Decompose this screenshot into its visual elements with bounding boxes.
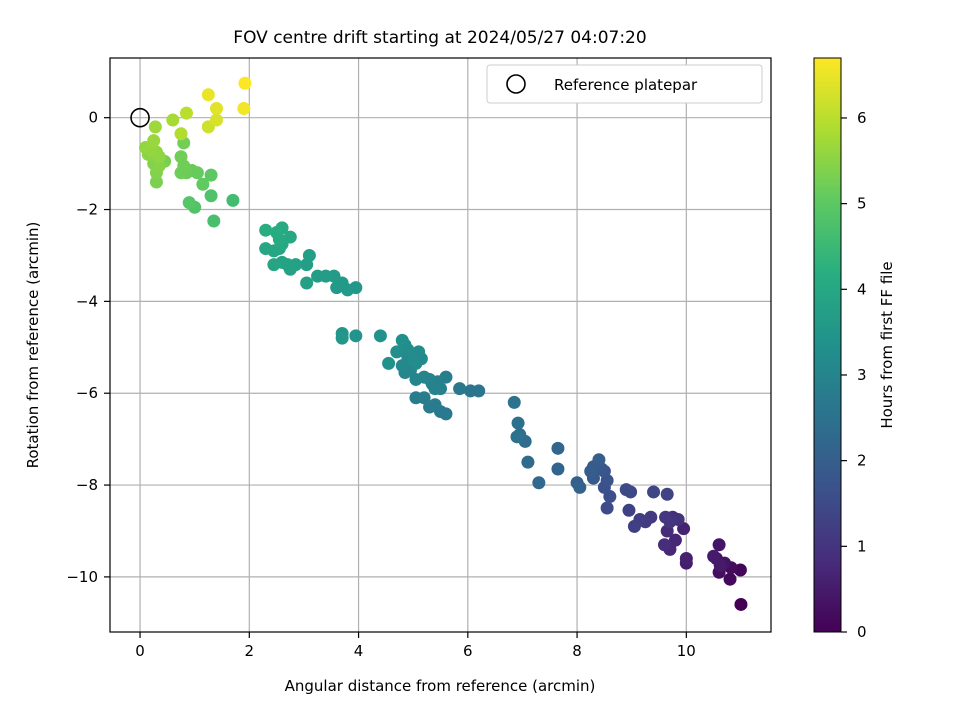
y-tick-label: −8 (76, 476, 98, 494)
colorbar-tick-label: 4 (857, 280, 867, 298)
data-point (734, 597, 748, 611)
data-point (647, 485, 661, 499)
data-point (201, 88, 215, 102)
colorbar-tick-label: 5 (857, 195, 867, 213)
data-point (152, 159, 166, 173)
data-point (283, 230, 297, 244)
colorbar: 0 1 2 3 4 5 6 Hours from first FF file (813, 57, 896, 641)
y-tick-label: −6 (76, 384, 98, 402)
x-tick-label: 2 (245, 642, 255, 660)
y-tick-label: −2 (76, 201, 98, 219)
data-point (406, 354, 420, 368)
data-point (382, 356, 396, 370)
x-tick-label: 6 (463, 642, 473, 660)
x-tick-label: 10 (677, 642, 696, 660)
data-point (395, 333, 409, 347)
x-axis-label: Angular distance from reference (arcmin) (285, 677, 596, 695)
colorbar-label: Hours from first FF file (878, 261, 896, 428)
data-point (657, 538, 671, 552)
data-point (226, 193, 240, 207)
data-point (511, 416, 525, 430)
data-point (532, 476, 546, 490)
data-point (311, 269, 325, 283)
data-point (210, 102, 224, 116)
colorbar-tick-label: 3 (857, 366, 867, 384)
colorbar-tick-label: 0 (857, 623, 867, 641)
data-point (300, 276, 314, 290)
data-point (204, 168, 218, 182)
data-point (521, 455, 535, 469)
legend-label-reference-platepar: Reference platepar (554, 76, 698, 94)
colorbar-tick-label: 2 (857, 452, 867, 470)
reference-platepar-marker (130, 107, 150, 128)
y-tick-label: −10 (66, 568, 98, 586)
plot-area-frame (109, 57, 772, 633)
data-point (259, 242, 273, 256)
y-axis: 0 −2 −4 −6 −8 −10 (66, 109, 110, 586)
data-point (179, 106, 193, 120)
data-point (584, 464, 598, 478)
data-point (428, 382, 442, 396)
data-point (166, 113, 180, 127)
x-tick-label: 8 (572, 642, 582, 660)
data-point (713, 558, 727, 572)
y-tick-label: 0 (88, 109, 98, 127)
data-point (210, 113, 224, 127)
legend-open-circle-icon (506, 74, 526, 94)
data-point (207, 214, 221, 228)
data-point (712, 538, 726, 552)
x-tick-label: 4 (354, 642, 364, 660)
chart-title: FOV centre drift starting at 2024/05/27 … (233, 28, 646, 48)
y-axis-label: Rotation from reference (arcmin) (24, 222, 42, 469)
data-point (270, 225, 284, 239)
data-point (300, 258, 314, 272)
data-point (238, 76, 252, 90)
data-point (174, 150, 188, 164)
data-point (373, 329, 387, 343)
data-point (679, 552, 693, 566)
legend: Reference platepar (486, 64, 763, 104)
data-point (390, 345, 404, 359)
colorbar-tick-label: 1 (857, 537, 867, 555)
data-point (573, 480, 587, 494)
data-point (335, 331, 349, 345)
data-point (592, 453, 606, 467)
data-point (409, 391, 423, 405)
y-tick-label: −4 (76, 292, 98, 310)
data-point (600, 501, 614, 515)
x-axis: 0 2 4 6 8 10 (135, 632, 696, 660)
data-point (707, 549, 721, 563)
data-point (627, 519, 641, 533)
data-point (507, 395, 521, 409)
data-point (551, 462, 565, 476)
data-point (204, 189, 218, 203)
data-point (148, 120, 162, 134)
data-point (464, 384, 478, 398)
data-point (659, 510, 673, 524)
data-point (510, 430, 524, 444)
data-point (453, 382, 467, 396)
data-point (147, 134, 161, 148)
data-point (149, 175, 163, 189)
data-point (182, 196, 196, 210)
data-point (196, 177, 210, 191)
data-point (349, 329, 363, 343)
x-tick-label: 0 (135, 642, 145, 660)
data-point (174, 127, 188, 141)
data-point (723, 572, 737, 586)
colorbar-tick-label: 6 (857, 109, 867, 127)
data-points (139, 76, 748, 611)
colorbar-gradient (813, 57, 842, 633)
data-point (622, 503, 636, 517)
legend-box (486, 64, 763, 104)
data-point (237, 102, 251, 116)
data-point (259, 223, 273, 237)
data-point (551, 441, 565, 455)
data-point (619, 483, 633, 497)
data-point (267, 258, 281, 272)
data-point (330, 281, 344, 295)
colorbar-ticks: 0 1 2 3 4 5 6 (841, 109, 867, 641)
data-point (660, 487, 674, 501)
